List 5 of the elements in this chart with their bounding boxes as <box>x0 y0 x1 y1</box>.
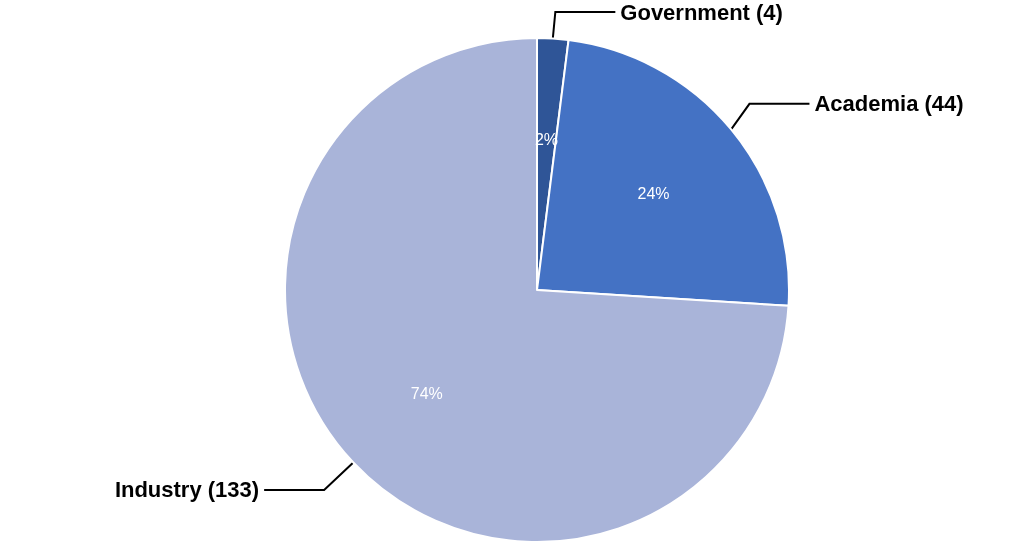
data-label: 74% <box>410 385 443 402</box>
data-label: 24% <box>637 185 670 203</box>
slice-label: Government (4) <box>620 0 783 25</box>
slice-label: Industry (133) <box>114 477 260 503</box>
slice-label: Academia (44) <box>814 91 964 117</box>
